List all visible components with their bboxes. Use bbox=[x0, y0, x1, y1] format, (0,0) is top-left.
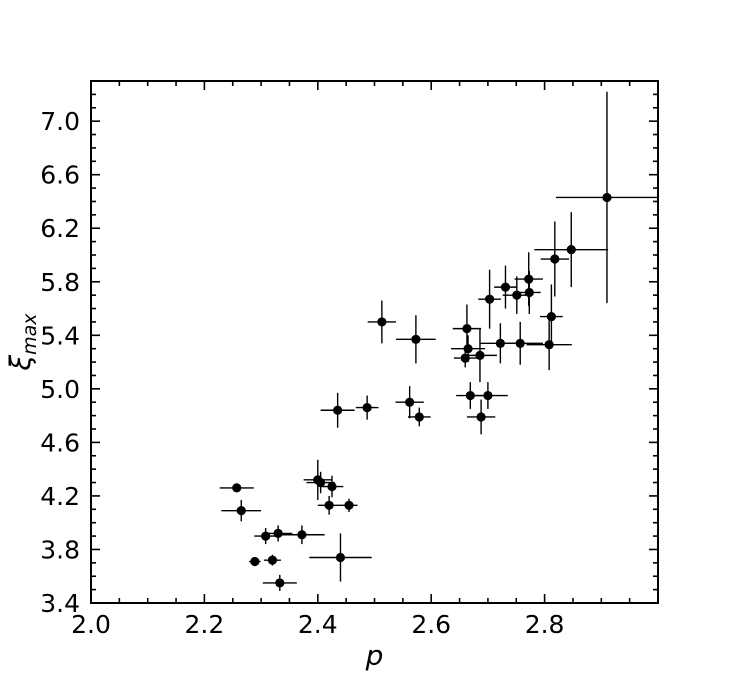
error-bars bbox=[219, 91, 658, 591]
y-axis-label-main: ξ bbox=[4, 355, 37, 372]
data-point bbox=[460, 353, 470, 363]
y-tick-label: 4.6 bbox=[40, 428, 80, 457]
data-point bbox=[515, 338, 525, 348]
data-point bbox=[475, 350, 485, 360]
y-tick-label: 5.4 bbox=[40, 321, 80, 350]
data-point bbox=[414, 412, 424, 422]
data-point bbox=[485, 294, 495, 304]
data-point bbox=[566, 245, 576, 255]
data-point bbox=[524, 287, 534, 298]
data-point bbox=[267, 555, 278, 565]
x-tick-label: 2.0 bbox=[71, 610, 111, 639]
data-point bbox=[232, 483, 242, 493]
data-point bbox=[546, 311, 557, 322]
data-point bbox=[275, 578, 285, 588]
data-point bbox=[324, 500, 334, 510]
tick-labels: 2.0 2.2 2.4 2.6 2.8 3.4 3.8 4.2 4.6 5.0 5.4 5.8 6.2 6… bbox=[40, 107, 564, 639]
y-tick-label: 4.2 bbox=[40, 482, 80, 511]
x-tick-label: 2.4 bbox=[298, 610, 338, 639]
data-point bbox=[602, 192, 612, 203]
data-point bbox=[335, 552, 346, 563]
data-point bbox=[495, 338, 505, 348]
y-tick-label: 6.2 bbox=[40, 214, 80, 243]
data-point bbox=[500, 282, 511, 292]
data-points bbox=[232, 192, 612, 588]
data-point bbox=[463, 344, 473, 354]
data-point bbox=[544, 340, 554, 350]
data-point bbox=[512, 290, 522, 300]
data-point bbox=[465, 390, 475, 401]
x-tick-label: 2.2 bbox=[185, 610, 225, 639]
data-point bbox=[483, 390, 493, 401]
x-tick-label: 2.8 bbox=[525, 610, 565, 639]
x-axis-label: p bbox=[365, 639, 384, 672]
y-axis-label-subscript: max bbox=[19, 313, 41, 355]
y-tick-label: 7.0 bbox=[40, 107, 80, 136]
y-tick-label: 5.8 bbox=[40, 268, 80, 297]
data-point bbox=[327, 481, 337, 492]
data-point bbox=[273, 528, 283, 539]
y-tick-label: 5.0 bbox=[40, 375, 80, 404]
data-point bbox=[550, 254, 560, 264]
data-point bbox=[316, 477, 326, 488]
data-point bbox=[297, 530, 307, 540]
data-point bbox=[405, 397, 415, 407]
axis-ticks bbox=[90, 81, 658, 604]
x-tick-label: 2.6 bbox=[411, 610, 451, 639]
data-point bbox=[261, 531, 271, 541]
y-tick-label: 3.8 bbox=[40, 535, 80, 564]
data-point bbox=[377, 317, 387, 327]
data-point bbox=[333, 405, 343, 415]
data-point bbox=[476, 412, 486, 422]
data-point bbox=[362, 402, 372, 413]
y-tick-label: 3.4 bbox=[40, 589, 80, 618]
plot-frame bbox=[90, 80, 659, 604]
data-point bbox=[344, 500, 354, 510]
data-point bbox=[250, 556, 260, 567]
data-point bbox=[524, 274, 534, 284]
y-axis-label: ξmax bbox=[4, 313, 41, 372]
y-tick-label: 6.6 bbox=[40, 161, 80, 190]
data-point bbox=[236, 506, 246, 516]
data-point bbox=[411, 334, 421, 344]
data-point bbox=[462, 324, 472, 334]
